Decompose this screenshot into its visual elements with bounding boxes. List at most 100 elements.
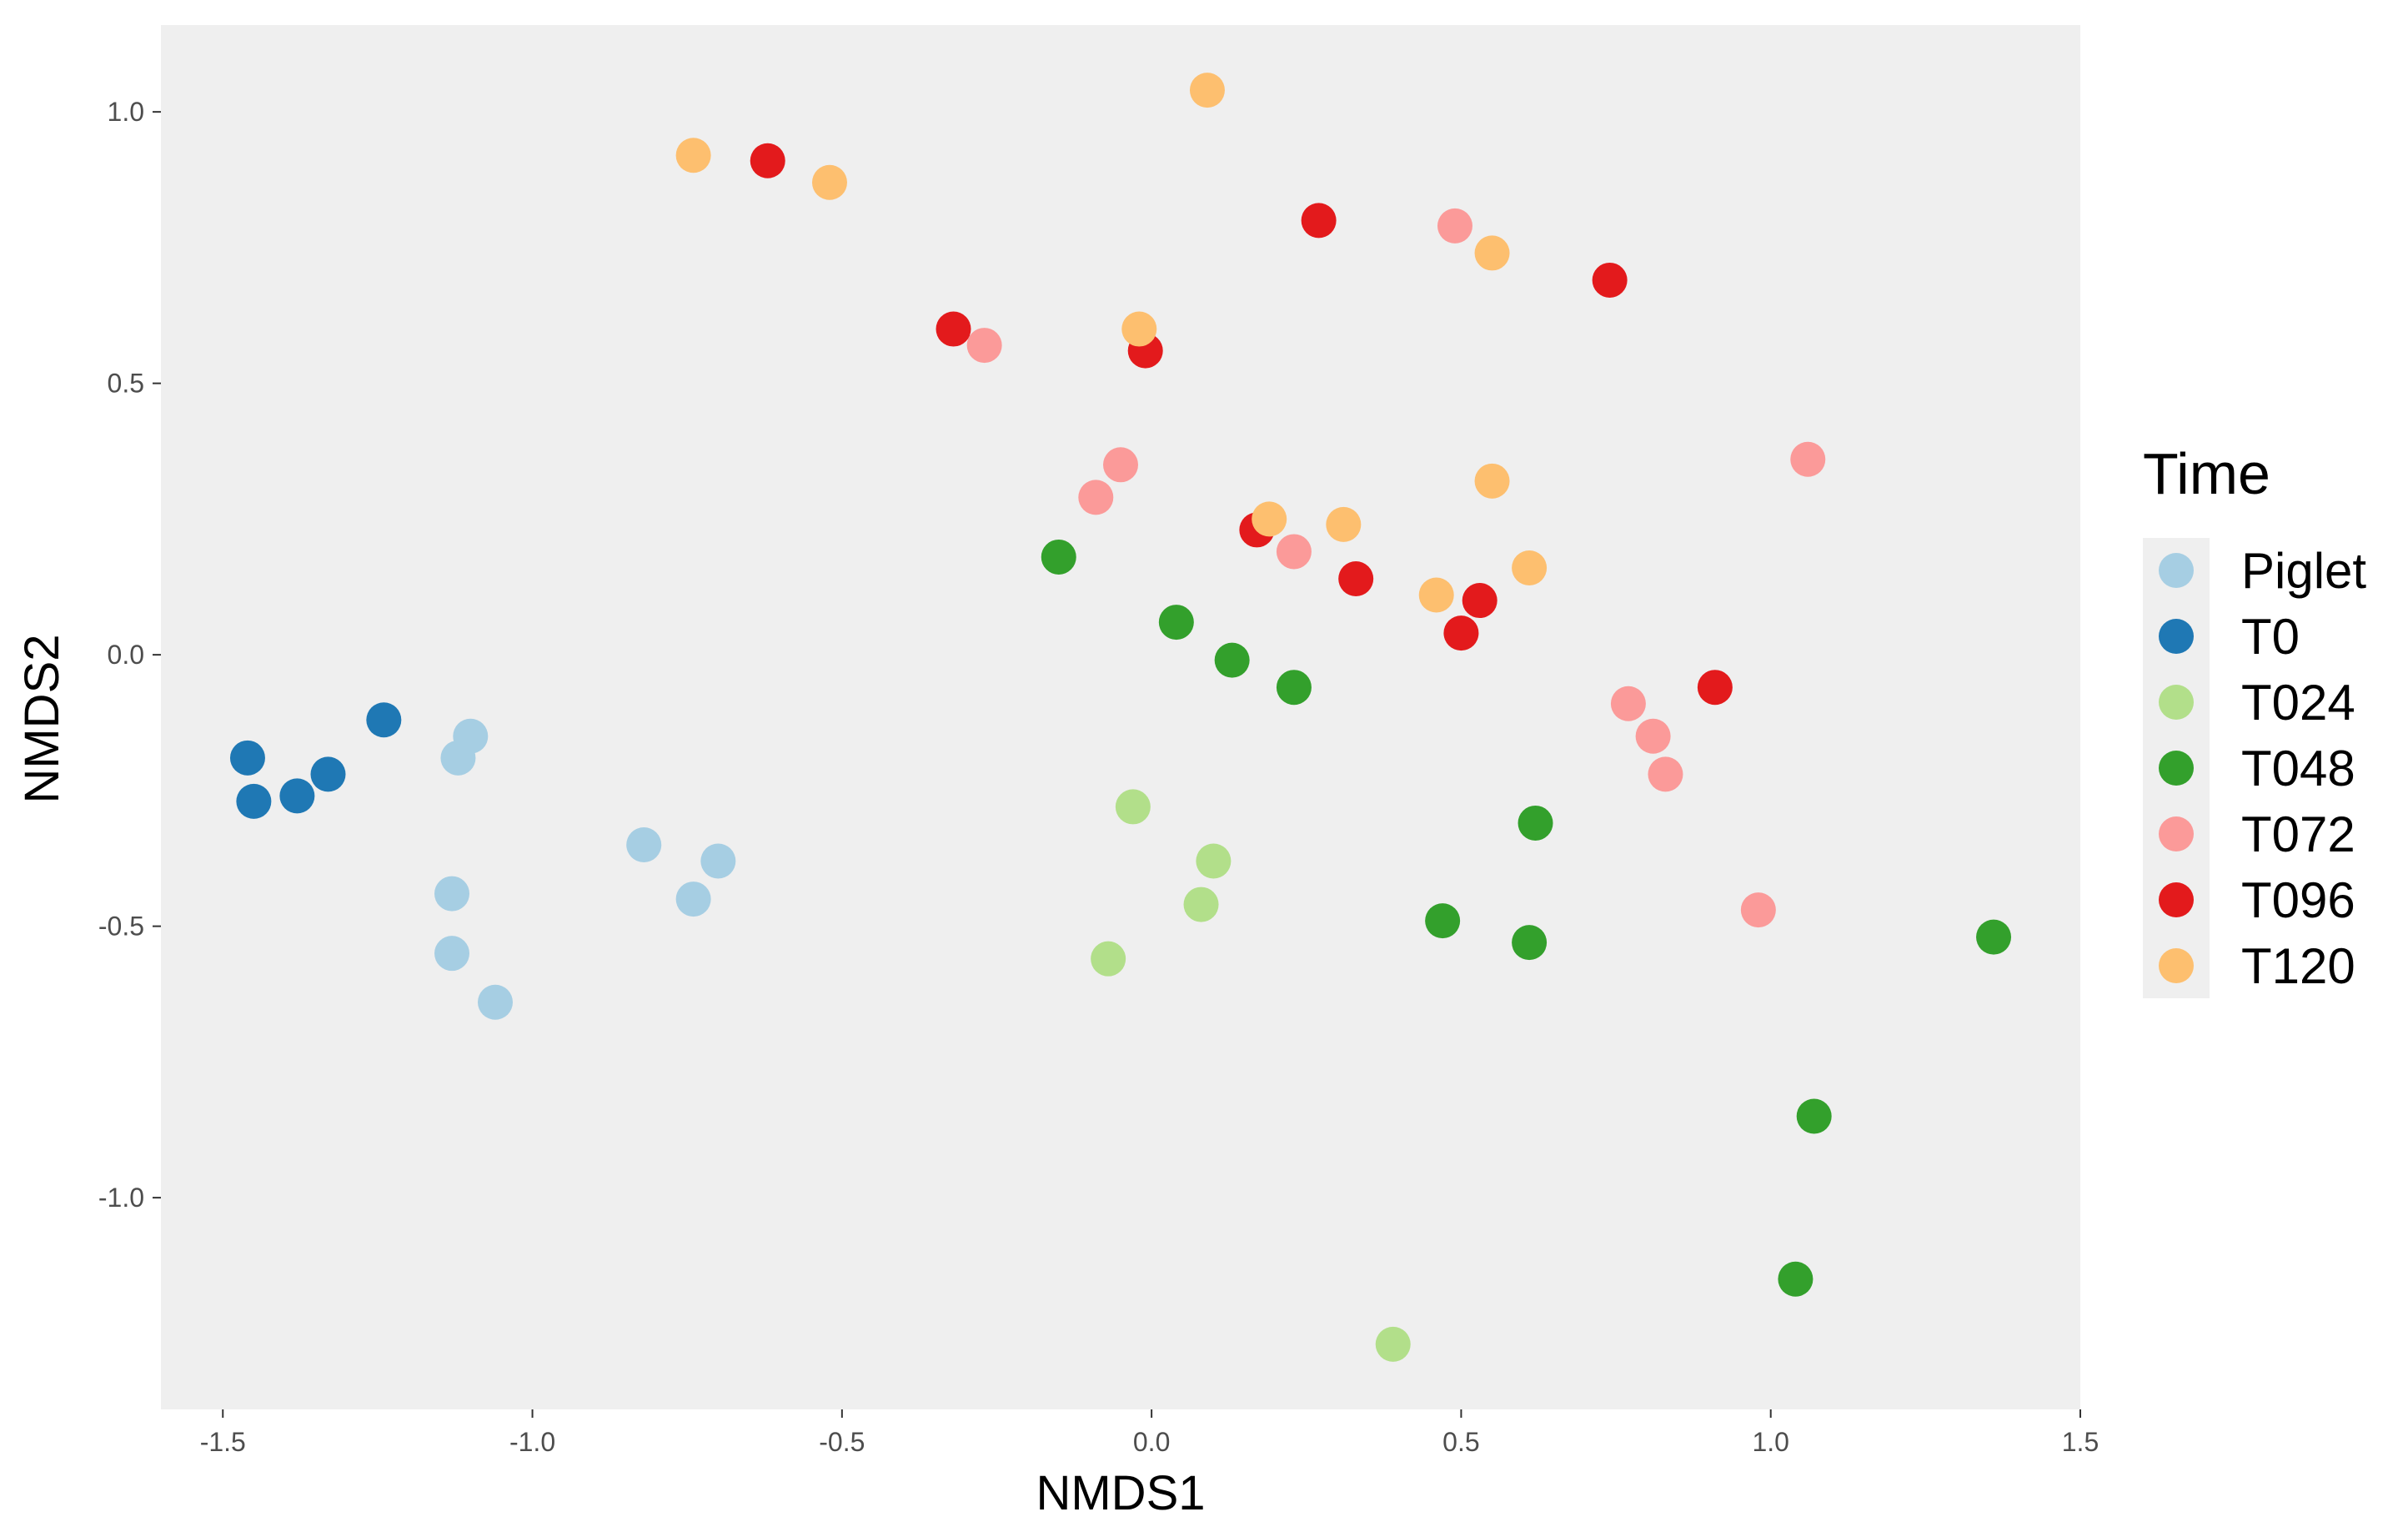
data-point-t120 <box>811 164 847 200</box>
legend-key-t072 <box>2159 816 2194 851</box>
x-tick-label: 1.0 <box>1752 1427 1788 1457</box>
data-point-piglet <box>434 936 470 972</box>
legend-label: Piglet <box>2241 543 2366 599</box>
data-point-t072 <box>1635 718 1671 754</box>
data-point-t096 <box>936 311 971 347</box>
data-point-t0 <box>310 756 346 792</box>
data-point-t120 <box>1418 577 1454 613</box>
data-point-t096 <box>750 143 785 178</box>
series-t0 <box>229 702 402 819</box>
x-tick-label: 0.5 <box>1442 1427 1479 1457</box>
y-tick-label: 0.5 <box>108 369 144 399</box>
data-point-t120 <box>1474 235 1510 271</box>
data-point-t120 <box>1252 501 1287 537</box>
data-point-piglet <box>477 984 513 1020</box>
data-point-t096 <box>1338 561 1374 596</box>
y-tick-label: 1.0 <box>108 97 144 127</box>
y-axis-title: NMDS2 <box>15 634 69 803</box>
data-point-t072 <box>1437 208 1472 244</box>
legend-label: T0 <box>2241 609 2300 665</box>
legend-item-t024: T024 <box>2159 675 2355 731</box>
data-point-t0 <box>366 702 402 738</box>
data-point-t024 <box>1375 1326 1411 1362</box>
legend-key-t048 <box>2159 751 2194 786</box>
data-point-t048 <box>1214 642 1250 678</box>
data-point-t048 <box>1778 1261 1814 1297</box>
data-point-t072 <box>1648 756 1683 792</box>
data-point-t096 <box>1443 615 1479 651</box>
data-point-t072 <box>1790 441 1826 477</box>
data-point-t048 <box>1276 670 1312 706</box>
x-tick-label: -0.5 <box>819 1427 865 1457</box>
x-tick-label: -1.0 <box>509 1427 555 1457</box>
data-point-piglet <box>700 843 736 879</box>
series-t120 <box>675 73 1548 613</box>
data-point-t024 <box>1115 789 1151 825</box>
data-point-piglet <box>675 882 711 917</box>
data-point-t120 <box>1474 463 1510 499</box>
data-point-t048 <box>1158 605 1194 640</box>
data-point-t072 <box>1078 480 1114 515</box>
legend-key-t024 <box>2159 685 2194 720</box>
data-point-piglet <box>626 826 662 862</box>
legend-item-t072: T072 <box>2159 806 2355 862</box>
data-point-t120 <box>675 138 711 173</box>
legend-items: Piglet T0 T024 T048 T072 T096 T120 <box>2159 543 2366 994</box>
data-point-t096 <box>1697 670 1733 706</box>
data-point-t096 <box>1462 583 1497 619</box>
legend-item-piglet: Piglet <box>2159 543 2366 599</box>
data-point-t048 <box>1976 919 2012 955</box>
x-tick-label: -1.5 <box>200 1427 246 1457</box>
series-t024 <box>1091 789 1411 1362</box>
legend-key-t096 <box>2159 882 2194 917</box>
data-point-t048 <box>1041 539 1076 575</box>
legend-key-t0 <box>2159 619 2194 654</box>
data-point-t072 <box>966 328 1002 364</box>
y-tick-label: -1.0 <box>98 1183 144 1213</box>
data-point-t072 <box>1103 447 1138 483</box>
y-tick-label: 0.0 <box>108 640 144 670</box>
data-point-t0 <box>279 778 315 814</box>
data-point-t024 <box>1183 887 1219 922</box>
data-points <box>229 73 2012 1362</box>
legend-key-piglet <box>2159 553 2194 588</box>
legend-label: T096 <box>2241 872 2355 928</box>
data-point-t048 <box>1425 903 1461 939</box>
x-tick-label: 1.5 <box>2062 1427 2099 1457</box>
series-piglet <box>434 718 736 1020</box>
legend-key-t120 <box>2159 948 2194 983</box>
data-point-t0 <box>229 740 265 776</box>
legend-title: Time <box>2143 441 2270 506</box>
y-axis: 1.0 0.5 0.0 -0.5 -1.0 <box>98 97 161 1213</box>
x-axis-title: NMDS1 <box>1036 1466 1205 1520</box>
data-point-t024 <box>1091 941 1126 977</box>
legend: Time Piglet T0 T024 T048 T072 T096 T120 <box>2143 441 2366 998</box>
data-point-t072 <box>1610 686 1646 721</box>
legend-item-t048: T048 <box>2159 741 2355 796</box>
x-axis: -1.5 -1.0 -0.5 0.0 0.5 1.0 1.5 <box>200 1409 2099 1457</box>
data-point-t120 <box>1326 506 1362 542</box>
data-point-t024 <box>1196 843 1232 879</box>
series-t048 <box>1041 539 2012 1297</box>
data-point-piglet <box>440 740 476 776</box>
data-point-t120 <box>1512 550 1548 585</box>
data-point-t048 <box>1796 1098 1832 1134</box>
data-point-t072 <box>1740 892 1776 928</box>
data-point-t0 <box>236 783 272 819</box>
data-point-t096 <box>1301 203 1337 239</box>
plot-panel <box>161 25 2080 1409</box>
legend-label: T024 <box>2241 675 2355 731</box>
legend-item-t120: T120 <box>2159 938 2355 994</box>
legend-label: T048 <box>2241 741 2355 796</box>
legend-item-t096: T096 <box>2159 872 2355 928</box>
data-point-t120 <box>1189 73 1225 108</box>
data-point-t048 <box>1518 805 1553 841</box>
legend-label: T120 <box>2241 938 2355 994</box>
series-t072 <box>966 208 1826 928</box>
data-point-piglet <box>434 876 470 912</box>
legend-label: T072 <box>2241 806 2355 862</box>
legend-item-t0: T0 <box>2159 609 2300 665</box>
data-point-t048 <box>1512 925 1548 961</box>
x-tick-label: 0.0 <box>1133 1427 1170 1457</box>
